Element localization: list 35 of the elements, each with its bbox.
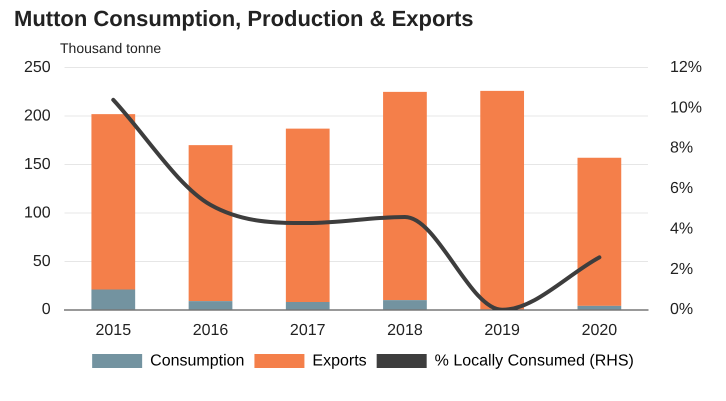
y-tick-label: 50 bbox=[32, 252, 51, 270]
x-tick-label: 2016 bbox=[192, 322, 228, 339]
x-tick-label: 2017 bbox=[290, 322, 326, 339]
y2-tick-label: 8% bbox=[670, 140, 694, 157]
bar bbox=[91, 114, 136, 290]
legend-label: Exports bbox=[312, 352, 367, 370]
legend-label: % Locally Consumed (RHS) bbox=[434, 352, 634, 370]
bar bbox=[91, 289, 136, 310]
bar bbox=[577, 306, 622, 310]
y-tick-label: 250 bbox=[24, 59, 51, 76]
x-tick-label: 2020 bbox=[582, 322, 618, 339]
y-tick-label: 100 bbox=[24, 204, 51, 222]
y2-tick-label: 12% bbox=[670, 59, 702, 76]
bar bbox=[383, 92, 427, 300]
y-tick-label: 200 bbox=[24, 107, 51, 124]
x-tick-label: 2019 bbox=[484, 322, 520, 339]
x-tick-label: 2015 bbox=[96, 322, 132, 339]
y-tick-label: 0 bbox=[42, 301, 51, 318]
y2-tick-label: 6% bbox=[670, 180, 694, 198]
bar bbox=[188, 301, 232, 310]
bar bbox=[577, 158, 622, 306]
y2-tick-label: 4% bbox=[670, 220, 694, 238]
legend-label: Consumption bbox=[150, 352, 244, 370]
y2-tick-label: 10% bbox=[670, 99, 702, 116]
y2-tick-label: 0% bbox=[670, 301, 694, 318]
y2-tick-label: 2% bbox=[670, 260, 694, 278]
bar bbox=[480, 90, 524, 310]
y-axis-title: Thousand tonne bbox=[60, 40, 162, 56]
y-tick-label: 150 bbox=[24, 156, 51, 173]
bar bbox=[286, 302, 330, 310]
bar bbox=[383, 300, 427, 310]
bar bbox=[188, 145, 232, 302]
chart-title: Mutton Consumption, Production & Exports bbox=[14, 6, 474, 32]
bar bbox=[286, 128, 330, 302]
x-tick-label: 2018 bbox=[387, 322, 423, 339]
